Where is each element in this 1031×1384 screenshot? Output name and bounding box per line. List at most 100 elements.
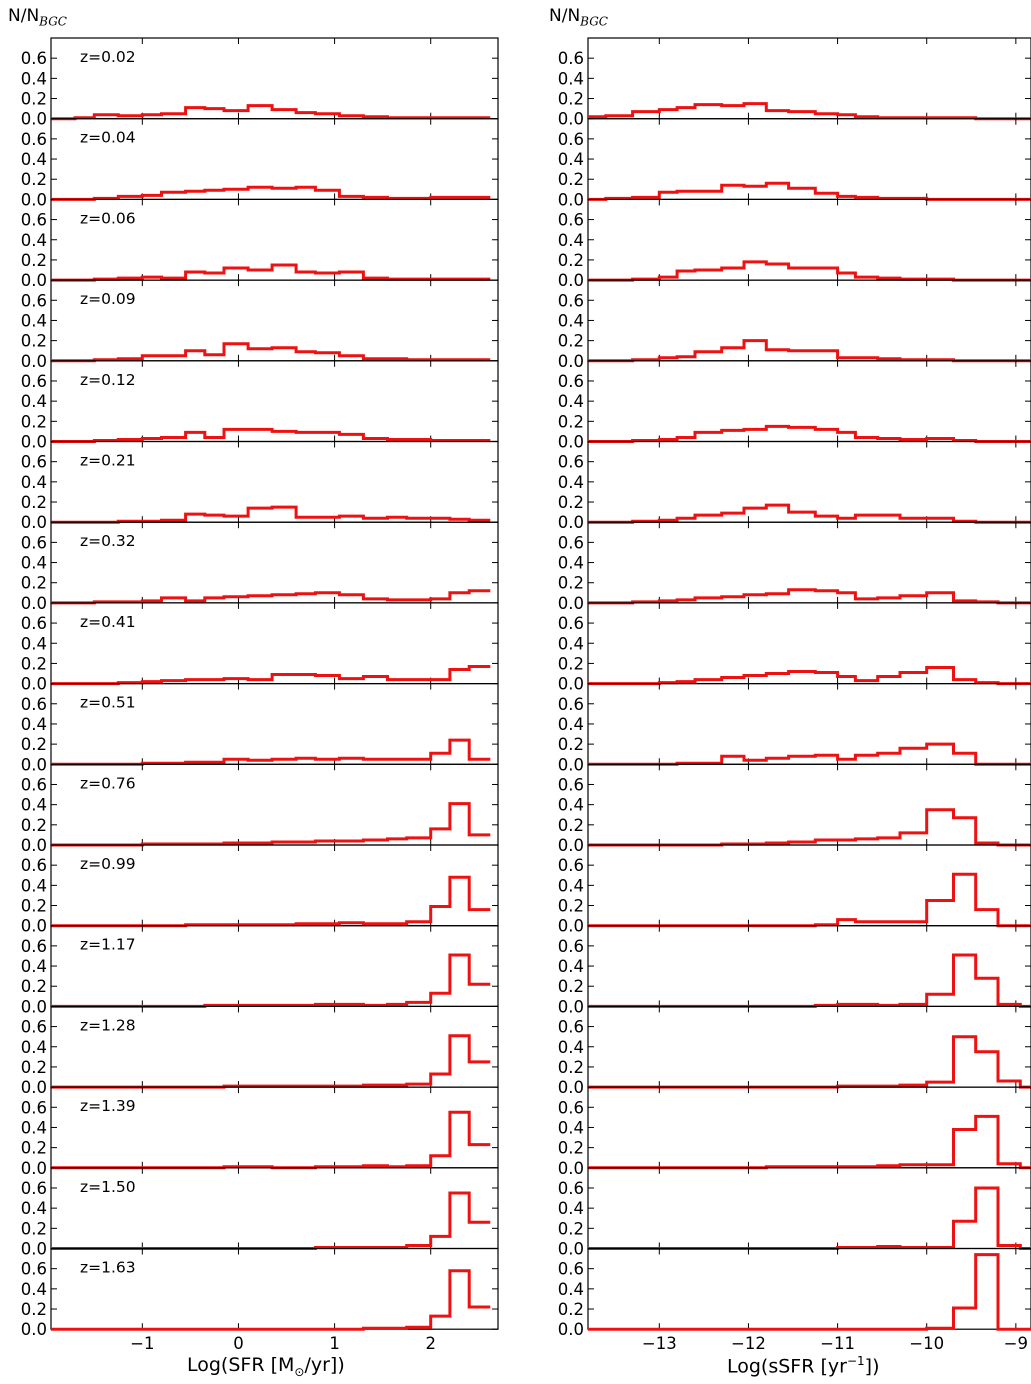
ssfr-panel-8-ytick-label-3: 0.6 <box>558 614 584 633</box>
ssfr-panel-1-ytick-label-1: 0.2 <box>558 90 584 109</box>
ssfr-panel-14-histogram-line <box>588 1114 1031 1170</box>
ssfr-panel-16-histogram-line <box>588 1253 1031 1331</box>
sfr-panel-12-redshift-label: z=1.17 <box>80 936 136 954</box>
sfr-panel-1-histogram-line <box>51 104 491 121</box>
left-y-axis-label-main: N/N <box>8 6 40 26</box>
sfr-panel-7-redshift-label: z=0.32 <box>80 532 136 550</box>
sfr-xtick-label-3: 2 <box>425 1334 436 1353</box>
right-x-axis-label: Log(sSFR [yr−1]) <box>727 1354 879 1377</box>
ssfr-panel-4-histogram-line <box>588 339 1031 363</box>
sfr-panel-8-ytick-label-3: 0.6 <box>21 614 47 633</box>
sfr-panel-12-ytick-label-2: 0.4 <box>21 957 47 976</box>
sfr-panel-9-ytick-label-3: 0.6 <box>21 695 47 714</box>
sfr-panel-15-histogram-line <box>51 1191 491 1250</box>
ssfr-panel-9-ytick-label-1: 0.2 <box>558 735 584 754</box>
ssfr-panel-11-histogram-line <box>588 872 1031 928</box>
ssfr-panel-15-ytick-label-0: 0.0 <box>558 1240 584 1259</box>
ssfr-panel-10-histogram-line <box>588 808 1031 847</box>
ssfr-panel-4-ytick-label-1: 0.2 <box>558 332 584 351</box>
ssfr-panel-6-histogram-line <box>588 503 1031 524</box>
sfr-panel-9-ytick-label-0: 0.0 <box>21 755 47 774</box>
sfr-panel-13-redshift-label: z=1.28 <box>80 1016 136 1034</box>
right-x-axis-label-pre: Log(sSFR [yr <box>727 1355 847 1378</box>
ssfr-panel-15-frame <box>587 1167 1031 1250</box>
ssfr-panel-7-ytick-label-3: 0.6 <box>558 533 584 552</box>
sfr-panel-10-ytick-label-0: 0.0 <box>21 836 47 855</box>
ssfr-panel-5-ytick-label-0: 0.0 <box>558 433 584 452</box>
right-y-axis-label-main: N/N <box>549 6 581 26</box>
ssfr-panel-3-ytick-label-0: 0.0 <box>558 271 584 290</box>
sfr-panel-2-ytick-label-1: 0.2 <box>21 170 47 189</box>
sfr-panel-13-ytick-label-1: 0.2 <box>21 1058 47 1077</box>
sfr-panel-16-ytick-label-1: 0.2 <box>21 1300 47 1319</box>
right-y-axis-label-sub: BGC <box>580 14 608 29</box>
sfr-panel-7-ytick-label-1: 0.2 <box>21 574 47 593</box>
ssfr-panel-11-frame <box>587 844 1031 927</box>
sfr-panel-1-ytick-label-3: 0.6 <box>21 49 47 68</box>
sfr-panel-8-histogram-line <box>51 665 491 686</box>
ssfr-panel-6-ytick-label-0: 0.0 <box>558 513 584 532</box>
sfr-panel-7-ytick-label-0: 0.0 <box>21 594 47 613</box>
ssfr-panel-4-ytick-label-0: 0.0 <box>558 352 584 371</box>
ssfr-panel-13-ytick-label-2: 0.4 <box>558 1038 584 1057</box>
sfr-panel-2-ytick-label-2: 0.4 <box>21 150 47 169</box>
right-x-axis-label-post: ]) <box>864 1355 880 1378</box>
sfr-panel-10-ytick-label-3: 0.6 <box>21 775 47 794</box>
sfr-panel-15-ytick-label-0: 0.0 <box>21 1240 47 1259</box>
ssfr-panel-14-ytick-label-2: 0.4 <box>558 1118 584 1137</box>
ssfr-panel-8-ytick-label-1: 0.2 <box>558 654 584 673</box>
sfr-panel-3-redshift-label: z=0.06 <box>80 209 136 227</box>
ssfr-xtick-label-3: −10 <box>909 1334 944 1353</box>
ssfr-panel-5-histogram-line <box>588 424 1031 443</box>
sfr-panel-15-ytick-label-1: 0.2 <box>21 1219 47 1238</box>
sfr-panel-13-ytick-label-3: 0.6 <box>21 1018 47 1037</box>
ssfr-panel-6-ytick-label-2: 0.4 <box>558 473 584 492</box>
ssfr-panel-10-ytick-label-1: 0.2 <box>558 816 584 835</box>
sfr-panel-11-ytick-label-1: 0.2 <box>21 897 47 916</box>
sfr-panel-5-ytick-label-2: 0.4 <box>21 392 47 411</box>
ssfr-panel-16-frame <box>587 1247 1031 1330</box>
ssfr-panel-7-ytick-label-1: 0.2 <box>558 574 584 593</box>
ssfr-panel-1-histogram-line <box>588 102 1031 121</box>
ssfr-panel-14-ytick-label-0: 0.0 <box>558 1159 584 1178</box>
ssfr-panel-13-histogram-line <box>588 1035 1031 1089</box>
sfr-panel-16-ytick-label-0: 0.0 <box>21 1320 47 1339</box>
left-x-axis-label-pre: Log(SFR [M <box>187 1354 295 1376</box>
sfr-panel-14-redshift-label: z=1.39 <box>80 1097 136 1115</box>
sfr-panel-11-ytick-label-2: 0.4 <box>21 876 47 895</box>
sfr-panel-3-ytick-label-1: 0.2 <box>21 251 47 270</box>
ssfr-panel-9-ytick-label-3: 0.6 <box>558 695 584 714</box>
sfr-panel-14-ytick-label-2: 0.4 <box>21 1118 47 1137</box>
ssfr-panel-7-ytick-label-2: 0.4 <box>558 554 584 573</box>
ssfr-panel-15-ytick-label-1: 0.2 <box>558 1219 584 1238</box>
sfr-panel-10-histogram-line <box>51 802 491 847</box>
ssfr-panel-15-histogram-line <box>588 1186 1031 1250</box>
ssfr-panel-8-ytick-label-2: 0.4 <box>558 634 584 653</box>
ssfr-panel-11-ytick-label-0: 0.0 <box>558 917 584 936</box>
ssfr-panel-15-ytick-label-3: 0.6 <box>558 1179 584 1198</box>
ssfr-panel-7-ytick-label-0: 0.0 <box>558 594 584 613</box>
ssfr-xtick-label-4: −9 <box>1004 1334 1028 1353</box>
sfr-panel-13-ytick-label-0: 0.0 <box>21 1078 47 1097</box>
ssfr-panel-2-ytick-label-0: 0.0 <box>558 190 584 209</box>
sfr-panel-4-redshift-label: z=0.09 <box>80 290 136 308</box>
ssfr-panel-11-ytick-label-2: 0.4 <box>558 876 584 895</box>
sfr-panel-6-ytick-label-0: 0.0 <box>21 513 47 532</box>
left-x-axis-label: Log(SFR [M⊙/yr]) <box>187 1354 345 1379</box>
sfr-xtick-label-0: −1 <box>130 1334 154 1353</box>
left-x-axis-label-post: /yr]) <box>304 1354 345 1376</box>
sfr-panel-3-ytick-label-2: 0.4 <box>21 231 47 250</box>
sfr-xtick-label-2: 1 <box>329 1334 340 1353</box>
sfr-panel-7-ytick-label-2: 0.4 <box>21 554 47 573</box>
ssfr-panel-11-ytick-label-3: 0.6 <box>558 856 584 875</box>
ssfr-panel-12-frame <box>587 925 1031 1008</box>
ssfr-panel-2-ytick-label-2: 0.4 <box>558 150 584 169</box>
ssfr-panel-10-ytick-label-3: 0.6 <box>558 775 584 794</box>
sfr-panel-4-ytick-label-0: 0.0 <box>21 352 47 371</box>
sfr-panel-6-ytick-label-1: 0.2 <box>21 493 47 512</box>
sfr-panel-4-ytick-label-2: 0.4 <box>21 311 47 330</box>
sfr-panel-16-histogram-line <box>51 1269 491 1331</box>
sfr-panel-14-histogram-line <box>51 1110 491 1170</box>
sfr-panel-10-redshift-label: z=0.76 <box>80 774 136 792</box>
